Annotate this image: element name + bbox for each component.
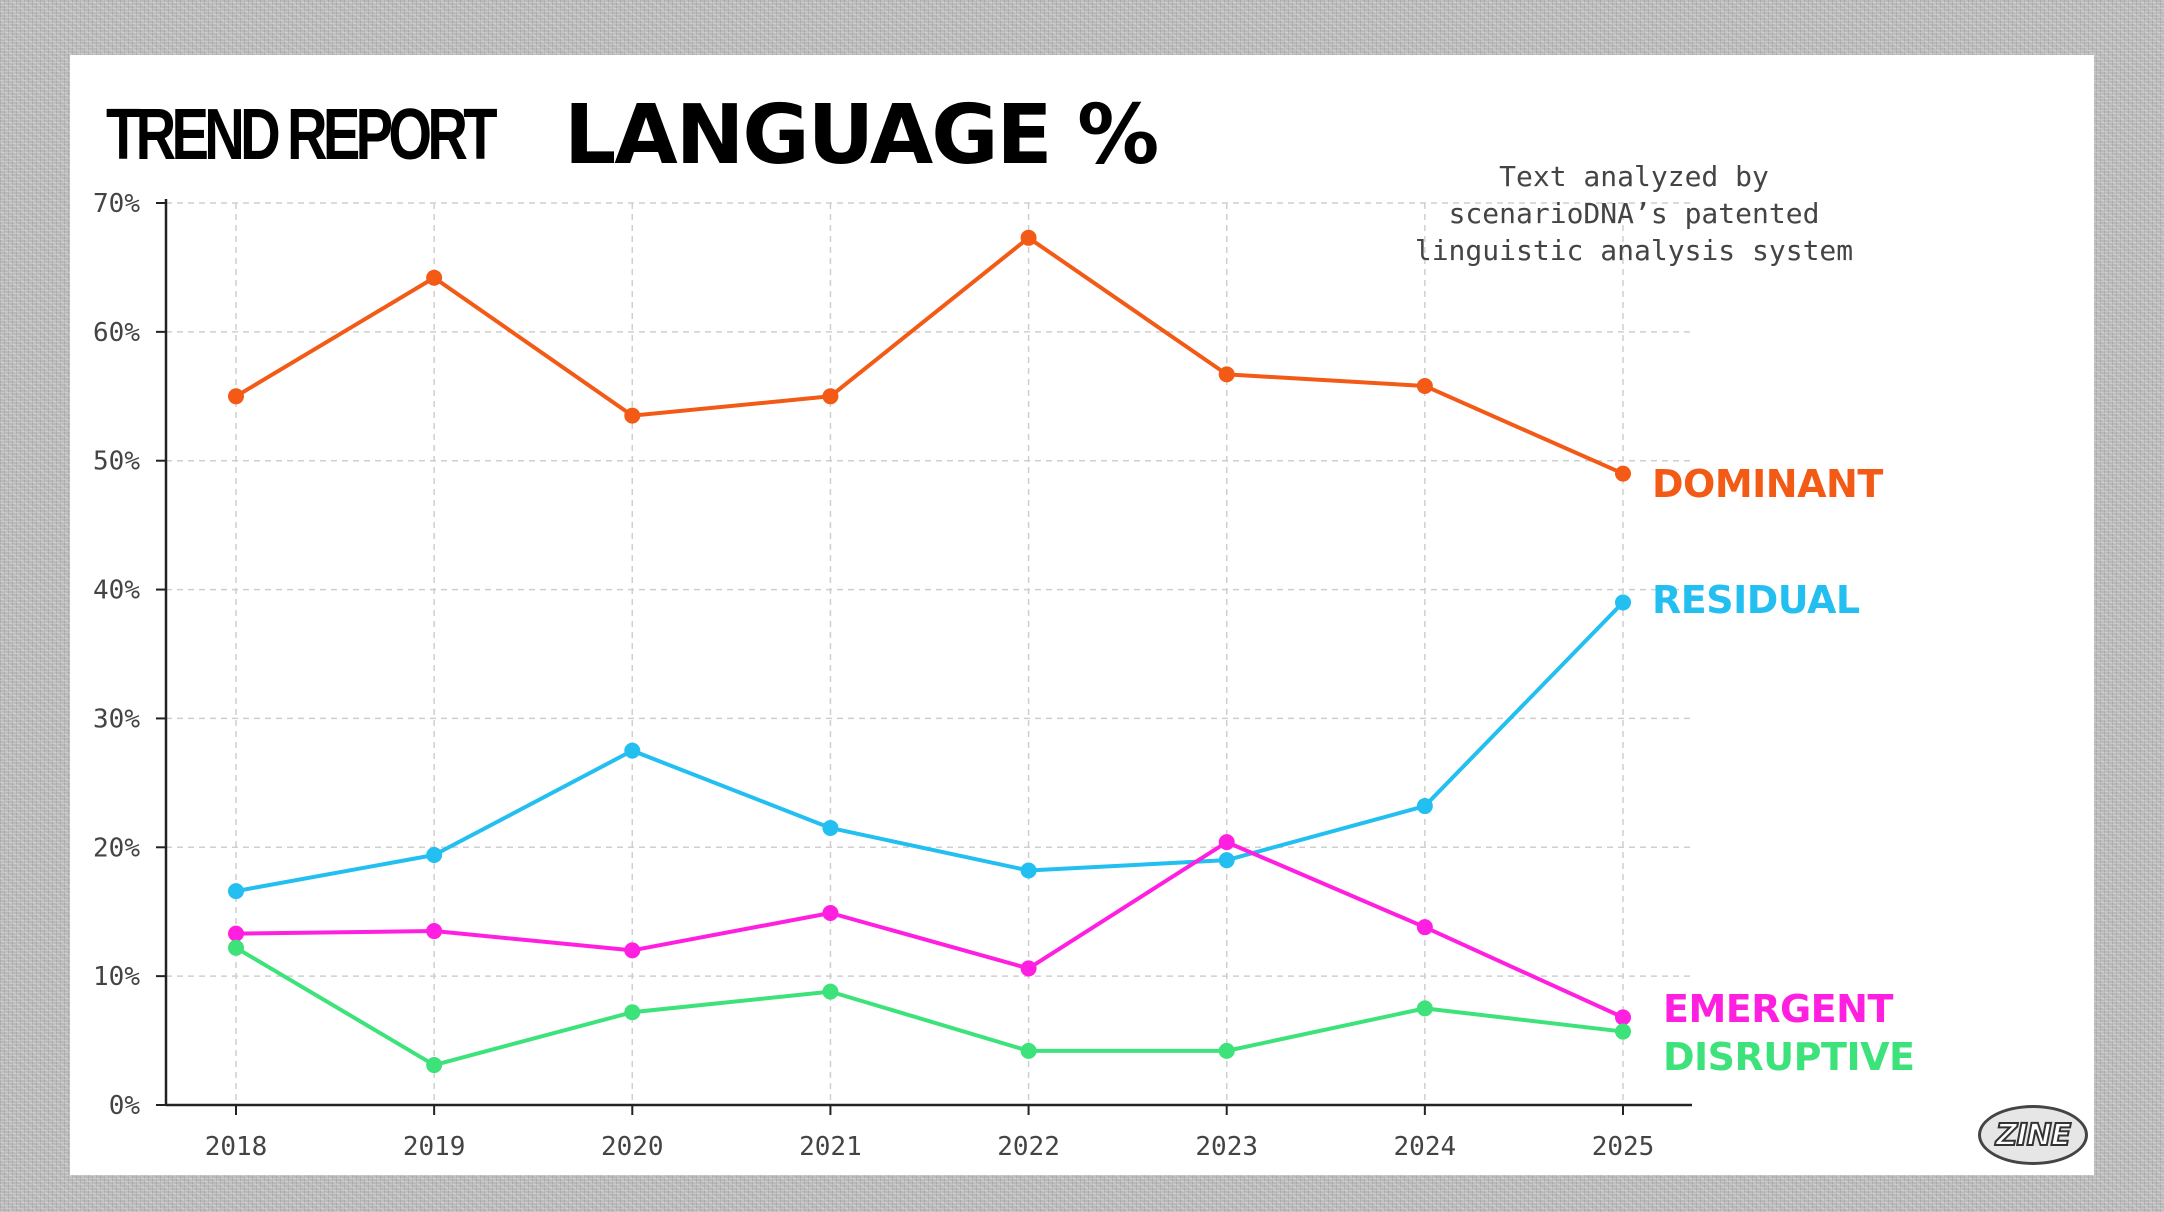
x-tick-label: 2020 xyxy=(601,1132,664,1162)
data-point-dominant xyxy=(624,407,641,424)
series-line-dominant xyxy=(234,235,1624,476)
data-point-dominant xyxy=(426,269,443,286)
data-point-emergent xyxy=(1615,1009,1631,1026)
data-point-emergent xyxy=(822,905,839,922)
data-point-disruptive xyxy=(1416,1000,1433,1017)
data-point-emergent xyxy=(624,942,641,959)
x-tick-label: 2022 xyxy=(997,1132,1060,1162)
data-point-residual xyxy=(228,883,244,900)
data-point-emergent xyxy=(426,923,443,940)
y-tick-label: 70% xyxy=(93,189,140,219)
x-tick-label: 2021 xyxy=(799,1132,862,1162)
series-label-residual: RESIDUAL xyxy=(1652,578,1860,622)
y-tick-label: 60% xyxy=(93,318,140,348)
series-label-dominant: DOMINANT xyxy=(1652,462,1883,506)
data-point-dominant xyxy=(1615,465,1631,482)
data-point-disruptive xyxy=(1020,1042,1037,1059)
data-point-dominant xyxy=(228,388,244,405)
data-point-residual xyxy=(822,819,839,836)
title-row: TREND REPORT LANGUAGE % xyxy=(106,75,1159,195)
data-point-disruptive xyxy=(822,983,839,1000)
data-point-disruptive xyxy=(1218,1042,1235,1059)
series-line-emergent xyxy=(235,840,1624,1020)
data-point-disruptive xyxy=(426,1057,443,1074)
x-tick-label: 2018 xyxy=(205,1132,268,1162)
data-point-dominant xyxy=(1416,377,1433,394)
data-point-dominant xyxy=(1020,229,1037,246)
data-point-dominant xyxy=(1218,366,1235,383)
y-tick-label: 0% xyxy=(109,1091,141,1121)
y-tick-label: 40% xyxy=(93,576,140,606)
data-point-residual xyxy=(426,847,443,864)
x-tick-label: 2024 xyxy=(1394,1132,1457,1162)
series-line-disruptive xyxy=(234,946,1624,1068)
analysis-note: Text analyzed by scenarioDNA’s patented … xyxy=(1414,160,1854,267)
data-point-residual xyxy=(1615,594,1631,611)
x-tick-label: 2023 xyxy=(1195,1132,1258,1162)
data-point-disruptive xyxy=(1615,1023,1631,1040)
data-point-residual xyxy=(624,742,641,759)
data-point-emergent xyxy=(1020,960,1037,977)
report-panel: TREND REPORT LANGUAGE % xyxy=(70,55,2094,1175)
zine-logo: ZINE xyxy=(1978,1105,2088,1165)
data-point-dominant xyxy=(822,388,839,405)
series-line-residual xyxy=(235,601,1625,894)
y-tick-label: 50% xyxy=(93,447,140,477)
data-point-emergent xyxy=(1218,834,1235,851)
data-point-residual xyxy=(1416,798,1433,815)
x-tick-label: 2025 xyxy=(1592,1132,1655,1162)
series-label-emergent: EMERGENT xyxy=(1663,987,1893,1031)
y-tick-label: 10% xyxy=(93,962,140,992)
data-point-residual xyxy=(1020,862,1037,879)
data-point-disruptive xyxy=(228,939,244,956)
title-language-percent: LANGUAGE % xyxy=(564,87,1159,183)
y-tick-label: 30% xyxy=(93,704,140,734)
data-point-residual xyxy=(1218,852,1235,869)
logo-text: ZINE xyxy=(1995,1117,2072,1154)
data-point-emergent xyxy=(1416,919,1433,936)
title-trend-report: TREND REPORT xyxy=(106,95,498,175)
x-tick-label: 2019 xyxy=(403,1132,466,1162)
series-label-disruptive: DISRUPTIVE xyxy=(1663,1035,1915,1079)
data-point-emergent xyxy=(228,925,244,942)
y-tick-label: 20% xyxy=(93,833,140,863)
data-point-disruptive xyxy=(624,1004,641,1021)
